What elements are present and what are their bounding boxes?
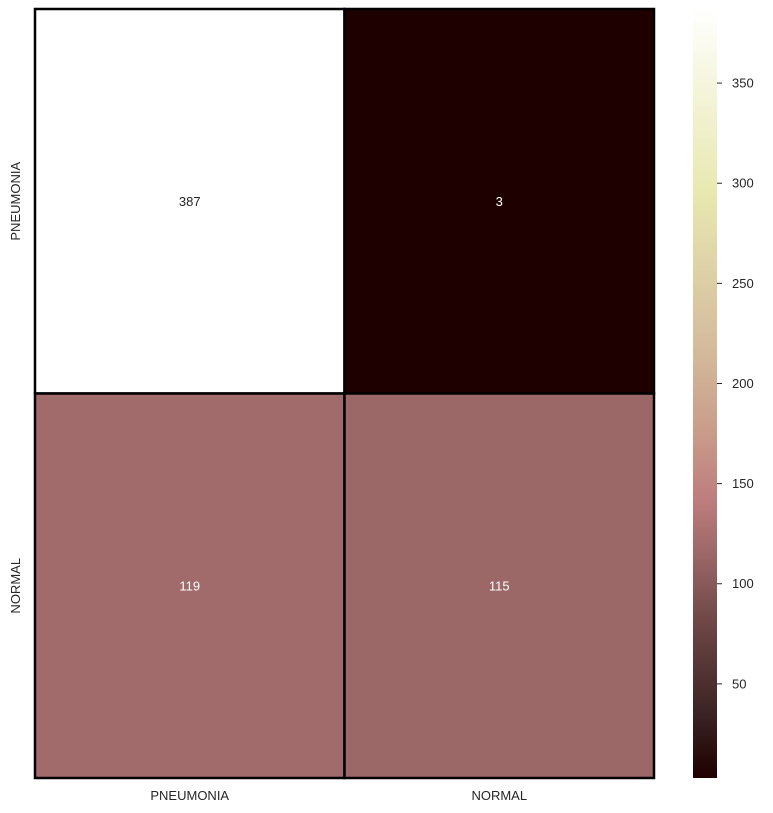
heatmap-cell-pneumonia-normal: [343, 7, 656, 395]
x-tick-label: PNEUMONIA: [150, 788, 229, 803]
x-tick-labels: PNEUMONIA NORMAL: [150, 788, 527, 803]
colorbar-tick-label: 150: [732, 476, 754, 491]
cell-value-label: 115: [489, 578, 510, 593]
heatmap-cells: 387 3 119 115: [33, 7, 656, 780]
colorbar-tick-label: 50: [732, 676, 746, 691]
heatmap-cell-normal-normal: [343, 392, 656, 780]
heatmap-cell-normal-pneumonia: [33, 392, 346, 780]
heatmap-cell-pneumonia-pneumonia: [33, 7, 346, 395]
colorbar-tick-label: 100: [732, 576, 754, 591]
x-tick-label: NORMAL: [471, 788, 527, 803]
colorbar-tick-label: 250: [732, 276, 754, 291]
y-tick-label: PNEUMONIA: [8, 162, 23, 241]
cell-value-label: 387: [179, 194, 201, 209]
cell-value-label: 3: [496, 194, 503, 209]
y-tick-label: NORMAL: [8, 558, 23, 614]
colorbar-tick-label: 350: [732, 76, 754, 91]
y-tick-labels: PNEUMONIA NORMAL: [8, 162, 23, 614]
cell-value-label: 119: [179, 578, 200, 593]
colorbar: 50 100 150 200 250 300 350: [693, 9, 754, 778]
colorbar-gradient: [693, 9, 717, 778]
colorbar-tick-label: 200: [732, 376, 754, 391]
colorbar-tick-label: 300: [732, 176, 754, 191]
